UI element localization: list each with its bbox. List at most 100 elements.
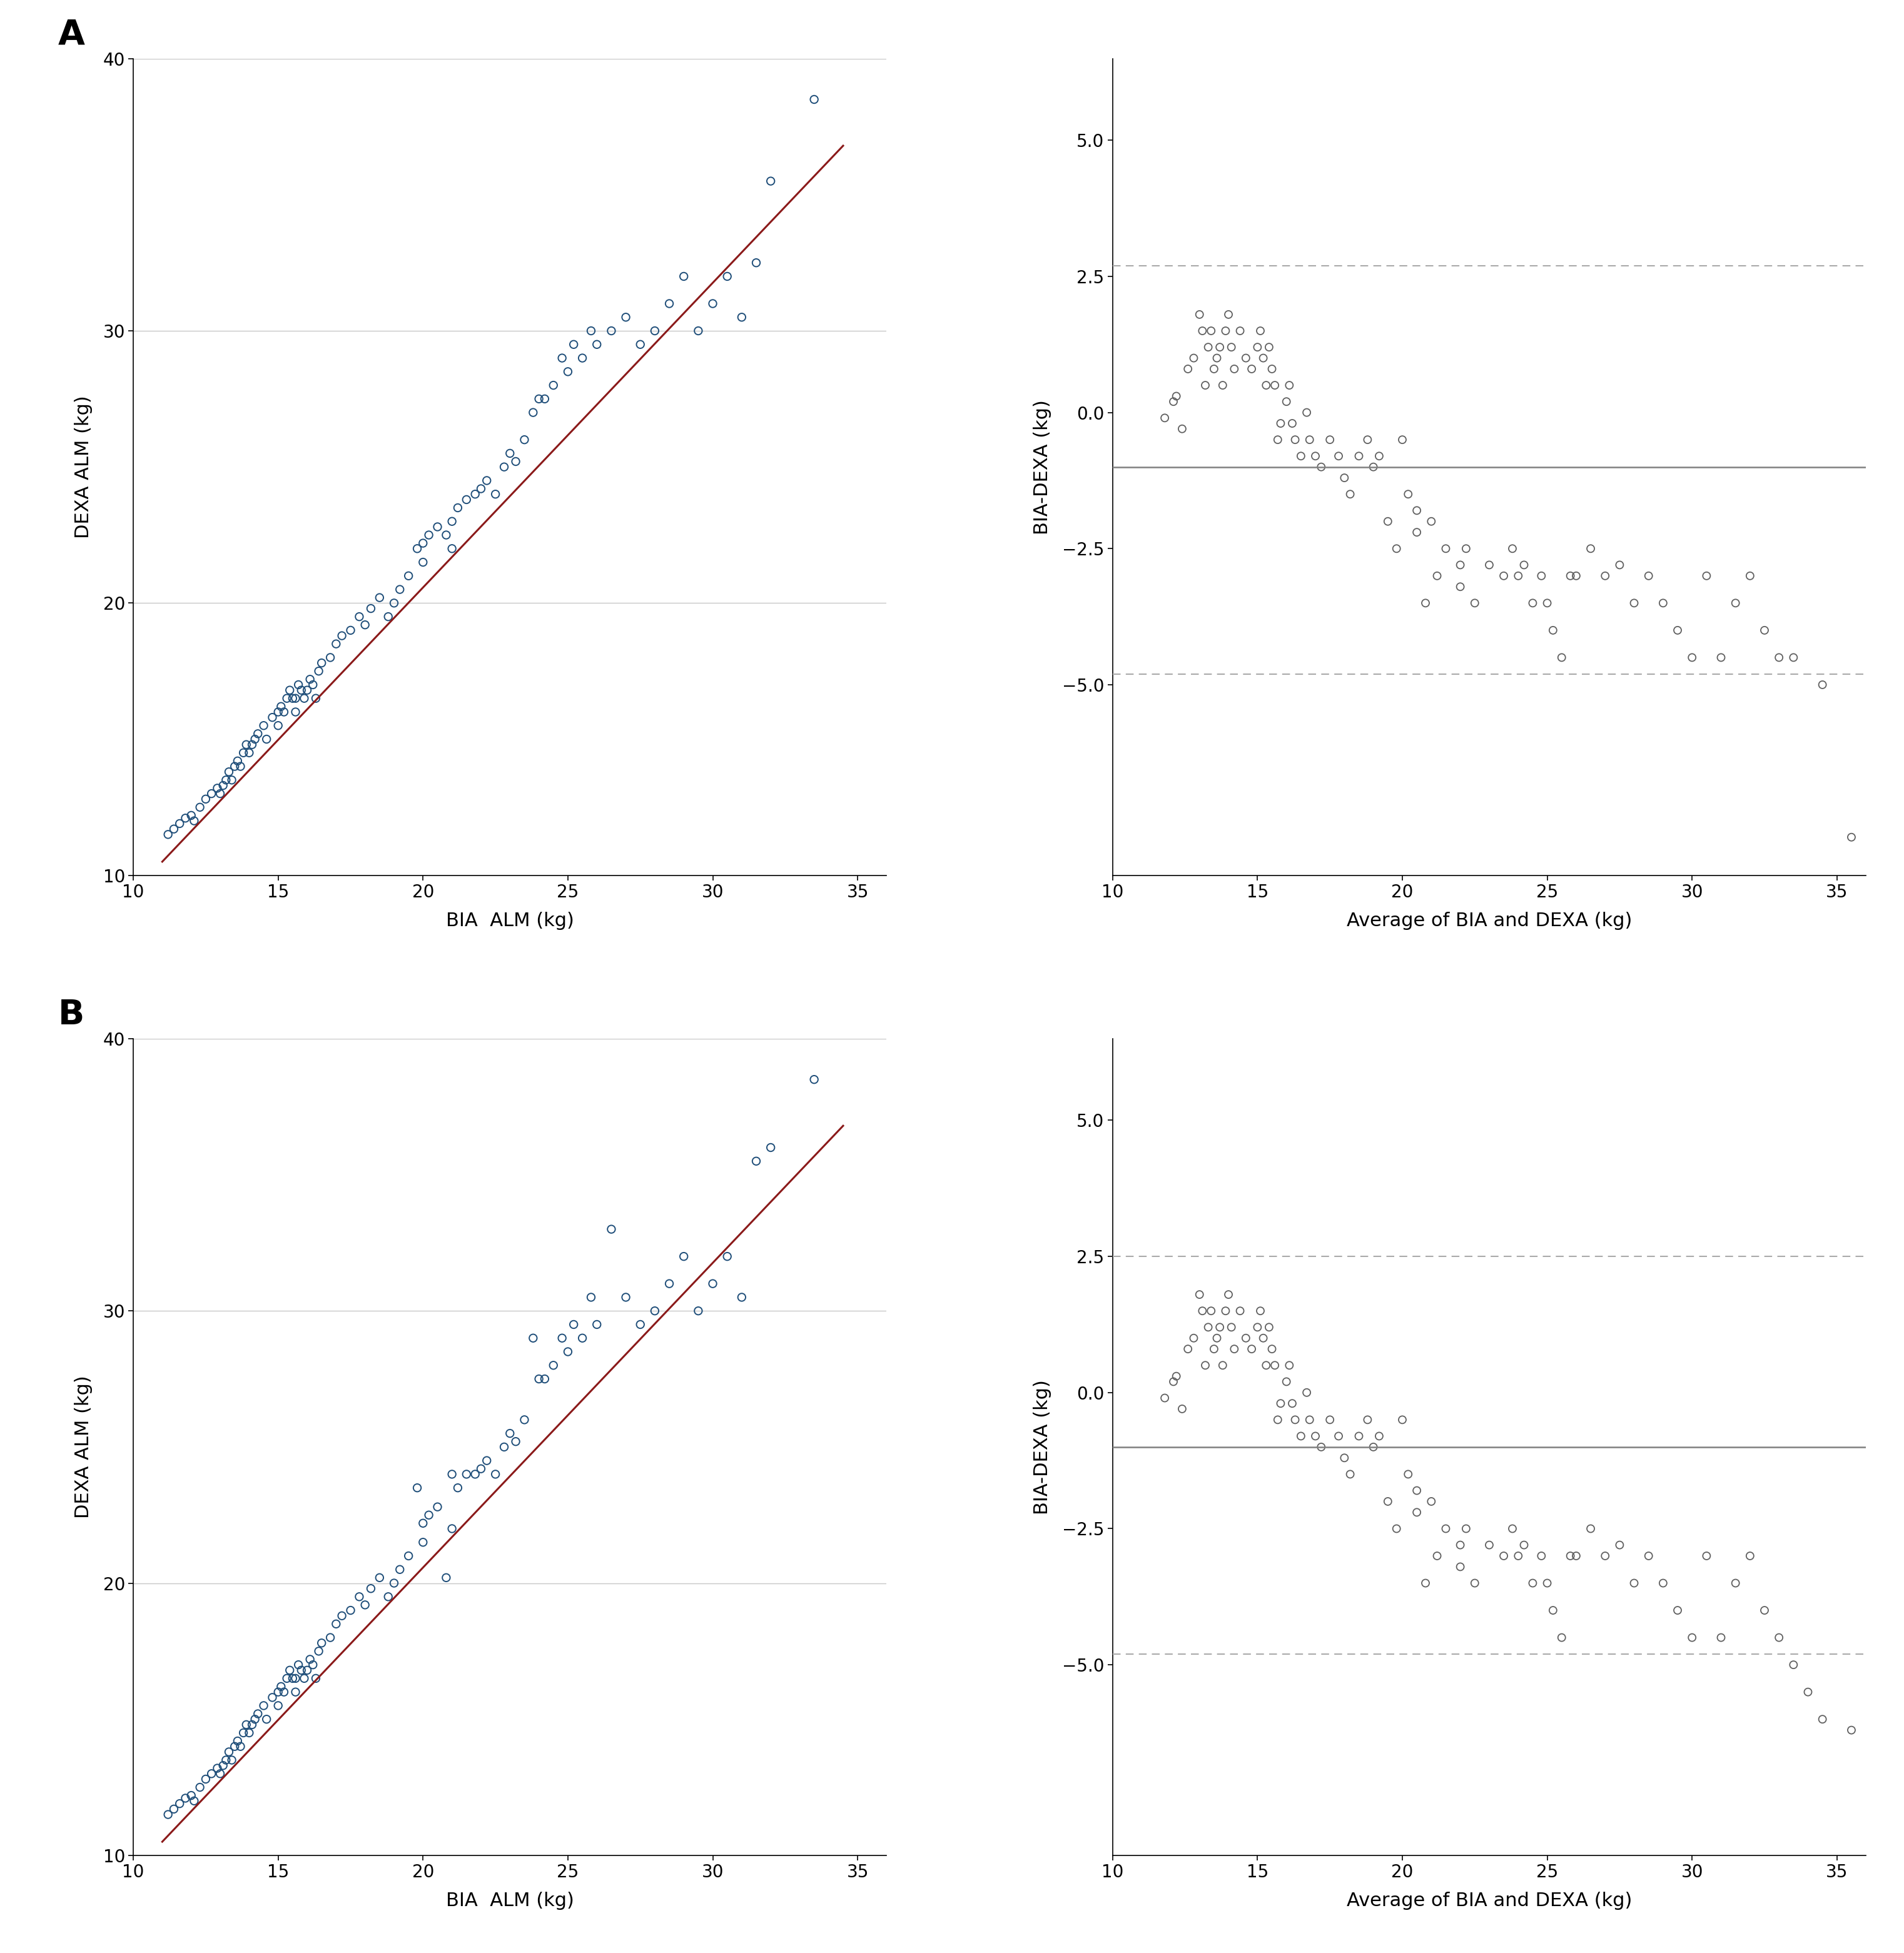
Point: [1411, 1568, 1441, 1600]
Point: [1260, 1350, 1291, 1381]
Point: [1508, 549, 1538, 580]
Point: [1217, 332, 1247, 363]
Point: [202, 773, 232, 805]
Point: [158, 812, 188, 844]
Point: [1460, 588, 1491, 619]
Point: [1647, 1568, 1677, 1600]
Point: [152, 1799, 183, 1830]
Point: [223, 746, 253, 777]
Point: [373, 1582, 404, 1613]
Point: [1205, 1312, 1236, 1344]
Point: [251, 1703, 282, 1734]
Point: [364, 582, 394, 613]
Point: [1721, 1568, 1752, 1600]
Point: [1161, 381, 1192, 412]
Point: [1184, 299, 1215, 330]
Point: [234, 736, 265, 768]
Point: [495, 437, 526, 469]
Point: [225, 750, 255, 781]
Text: B: B: [57, 998, 84, 1031]
Point: [1236, 353, 1266, 385]
Point: [394, 1541, 425, 1572]
Point: [1285, 1420, 1316, 1451]
Point: [248, 1689, 278, 1721]
Point: [272, 1662, 303, 1693]
Point: [1430, 1514, 1460, 1545]
Point: [1295, 1404, 1325, 1435]
Point: [1194, 1312, 1224, 1344]
Point: [1373, 1486, 1403, 1517]
Point: [1445, 549, 1476, 580]
Point: [286, 674, 316, 705]
Point: [1706, 1621, 1736, 1652]
Point: [278, 684, 308, 715]
Point: [1314, 424, 1344, 455]
Point: [373, 602, 404, 633]
Point: [1219, 1334, 1249, 1365]
Point: [1352, 424, 1382, 455]
Point: [356, 1572, 387, 1603]
Point: [596, 1213, 626, 1244]
Point: [350, 609, 381, 641]
Point: [1230, 1322, 1260, 1353]
Point: [268, 697, 299, 728]
Point: [741, 1146, 771, 1178]
Point: [596, 314, 626, 346]
Point: [274, 1654, 305, 1685]
Point: [272, 684, 303, 715]
Point: [190, 1764, 221, 1795]
Point: [211, 764, 242, 795]
Point: [529, 1363, 560, 1394]
Point: [1352, 1404, 1382, 1435]
Point: [413, 519, 444, 551]
Point: [301, 684, 331, 715]
Point: [800, 1064, 830, 1096]
Point: [611, 301, 642, 332]
Point: [1445, 1551, 1476, 1582]
Point: [322, 629, 352, 660]
Point: [1474, 549, 1504, 580]
Point: [280, 1676, 310, 1707]
Point: [307, 646, 337, 678]
Point: [1196, 1295, 1226, 1326]
Point: [1677, 643, 1708, 674]
Point: [1445, 570, 1476, 602]
Point: [1306, 451, 1337, 482]
Point: [1167, 1392, 1198, 1424]
Point: [495, 1418, 526, 1449]
Point: [1158, 1365, 1188, 1396]
Point: [1245, 314, 1276, 346]
Point: [1274, 369, 1304, 400]
Point: [1778, 1648, 1809, 1680]
Point: [1502, 561, 1533, 592]
Point: [539, 1350, 569, 1381]
Point: [1417, 1486, 1447, 1517]
X-axis label: BIA  ALM (kg): BIA ALM (kg): [446, 912, 573, 930]
Point: [1388, 424, 1418, 455]
Point: [558, 328, 588, 359]
Point: [1590, 561, 1620, 592]
Point: [1373, 506, 1403, 537]
Point: [268, 1676, 299, 1707]
Point: [379, 1568, 409, 1600]
Point: [169, 803, 200, 834]
Point: [518, 1322, 548, 1353]
Point: [278, 1662, 308, 1693]
Point: [655, 287, 685, 318]
Point: [727, 301, 758, 332]
Point: [1517, 588, 1548, 619]
Point: [1207, 369, 1238, 400]
Point: [234, 1717, 265, 1748]
Point: [1344, 441, 1375, 473]
Point: [451, 1459, 482, 1490]
Point: [1335, 1459, 1365, 1490]
Point: [1173, 1334, 1203, 1365]
Text: A: A: [57, 18, 86, 51]
Point: [1605, 549, 1636, 580]
Point: [508, 1404, 539, 1435]
Point: [1394, 478, 1424, 510]
Point: [1257, 353, 1287, 385]
Point: [1750, 1596, 1780, 1627]
Point: [546, 342, 577, 373]
Point: [1213, 299, 1243, 330]
